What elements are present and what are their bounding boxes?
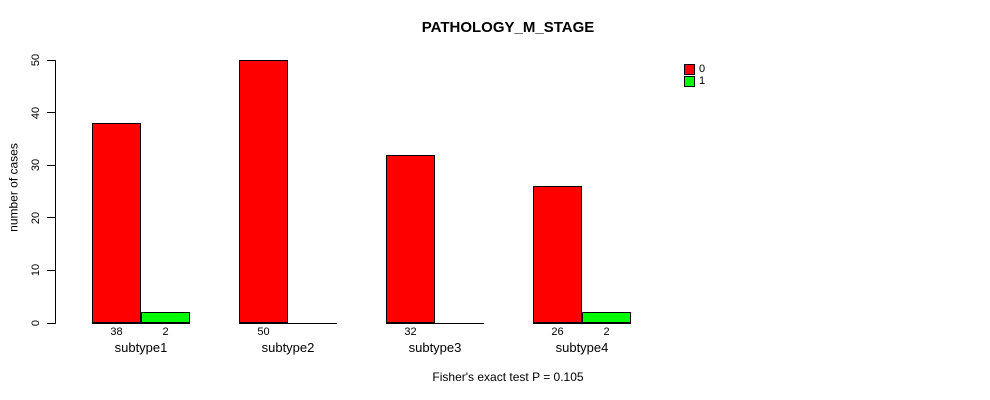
- y-tick-label: 10: [30, 263, 42, 277]
- y-tick-mark: [47, 217, 55, 218]
- bar-value-label: 50: [257, 326, 270, 338]
- x-axis-baseline: [386, 323, 484, 324]
- bar-0-subtype2: [239, 60, 288, 323]
- legend-swatch-red-icon: [684, 63, 695, 75]
- y-tick-mark: [47, 270, 55, 271]
- y-tick-label: 40: [30, 106, 42, 120]
- y-tick-mark: [47, 60, 55, 61]
- legend: 0 1: [684, 63, 705, 87]
- y-axis-line: [55, 60, 56, 324]
- stat-test-caption: Fisher's exact test P = 0.105: [432, 370, 584, 384]
- x-axis-baseline: [533, 323, 631, 324]
- y-tick-mark: [47, 323, 55, 324]
- y-tick-label: 30: [30, 158, 42, 172]
- y-tick-mark: [47, 165, 55, 166]
- bar-value-label: 2: [603, 326, 610, 338]
- legend-label-0: 0: [699, 63, 706, 75]
- y-tick-label: 20: [30, 211, 42, 225]
- chart-title: PATHOLOGY_M_STAGE: [421, 19, 595, 36]
- legend-label-1: 1: [699, 75, 706, 87]
- bar-1-subtype1: [141, 312, 190, 323]
- x-axis-baseline: [239, 323, 337, 324]
- bar-value-label: 38: [110, 326, 123, 338]
- legend-item-0: 0: [684, 63, 705, 75]
- bar-0-subtype3: [386, 155, 435, 323]
- category-label: subtype4: [555, 340, 609, 355]
- y-tick-label: 0: [30, 319, 42, 327]
- y-tick-mark: [47, 112, 55, 113]
- bar-0-subtype4: [533, 186, 582, 323]
- bar-value-label: 32: [404, 326, 417, 338]
- bar-value-label: 2: [162, 326, 169, 338]
- y-tick-label: 50: [30, 53, 42, 67]
- bar-0-subtype1: [92, 123, 141, 323]
- legend-item-1: 1: [684, 75, 705, 87]
- legend-swatch-green-icon: [684, 75, 695, 87]
- category-label: subtype1: [114, 340, 168, 355]
- category-label: subtype2: [261, 340, 315, 355]
- category-label: subtype3: [408, 340, 462, 355]
- bar-1-subtype4: [582, 312, 631, 323]
- x-axis-baseline: [92, 323, 190, 324]
- bar-value-label: 26: [551, 326, 564, 338]
